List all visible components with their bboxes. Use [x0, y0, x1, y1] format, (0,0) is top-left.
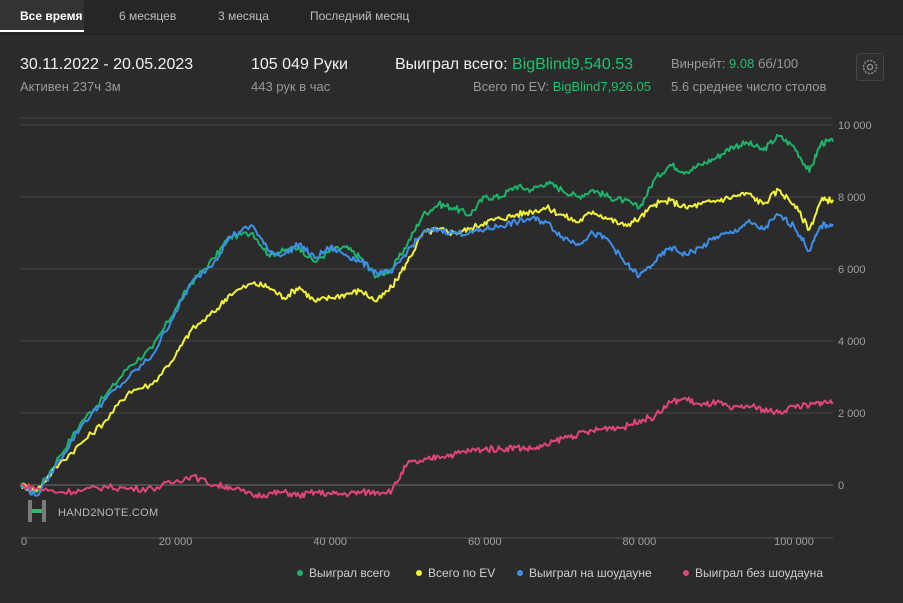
avg-tables: 5.6 среднее число столов [671, 79, 827, 94]
x-tick-label: 80 000 [623, 536, 657, 548]
watermark: HAND2NOTE.COM [28, 500, 158, 522]
series-line-2 [20, 187, 834, 493]
date-range: 30.11.2022 - 20.05.2023 [20, 56, 194, 73]
legend-dot-icon [416, 569, 422, 576]
tab-3-months[interactable]: 3 месяца [218, 9, 269, 23]
won-total-label: Выиграл всего: [395, 56, 508, 73]
ev-total: Всего по EV: BigBlind7,926.05 [473, 79, 651, 94]
legend-label: Всего по EV [428, 566, 496, 580]
tab-all-time[interactable]: Все время [0, 0, 84, 32]
series-line-3 [20, 212, 834, 497]
hands-count: 105 049 Руки [251, 56, 348, 73]
chart-series [20, 133, 834, 499]
chart-grid [21, 117, 833, 539]
x-axis-ticks: 0 20 000 40 000 60 000 80 000 100 000 [21, 536, 814, 548]
y-tick-label: 0 [838, 480, 844, 492]
series-line-1 [20, 133, 834, 494]
legend-label: Выиграл без шоудауна [695, 566, 823, 580]
y-tick-label: 8 000 [838, 192, 866, 204]
won-total-value: BigBlind9,540.53 [512, 56, 634, 73]
x-tick-label: 40 000 [313, 536, 347, 548]
tab-bar: Все время 6 месяцев 3 месяца Последний м… [0, 0, 903, 35]
series-line-4 [20, 396, 834, 499]
ev-label: Всего по EV: [473, 79, 550, 94]
x-tick-label: 0 [21, 536, 27, 548]
y-tick-label: 4 000 [838, 336, 866, 348]
tab-last-month[interactable]: Последний месяц [310, 9, 410, 23]
legend-item[interactable]: Всего по EV [416, 566, 495, 580]
x-tick-label: 20 000 [159, 536, 193, 548]
y-tick-label: 2 000 [838, 408, 866, 420]
active-time: Активен 237ч 3м [20, 79, 121, 94]
x-tick-label: 100 000 [774, 536, 814, 548]
gear-icon [862, 59, 878, 75]
y-axis-ticks: 0 2 000 4 000 6 000 8 000 10 000 [838, 120, 872, 492]
x-tick-label: 60 000 [468, 536, 502, 548]
y-tick-label: 6 000 [838, 264, 866, 276]
legend-label: Выиграл на шоудауне [529, 566, 652, 580]
watermark-text: HAND2NOTE.COM [58, 507, 158, 519]
hand2note-logo-icon [28, 500, 46, 522]
legend-item[interactable]: Выиграл на шоудауне [517, 566, 652, 580]
y-tick-label: 10 000 [838, 120, 872, 132]
winrate-label: Винрейт: [671, 56, 726, 71]
legend-dot-icon [297, 569, 303, 576]
tab-6-months[interactable]: 6 месяцев [119, 9, 177, 23]
legend-dot-icon [683, 569, 689, 576]
won-total: Выиграл всего: BigBlind9,540.53 [395, 56, 633, 74]
legend-item[interactable]: Выиграл без шоудауна [683, 566, 823, 580]
legend-label: Выиграл всего [309, 566, 391, 580]
ev-value: BigBlind7,926.05 [552, 79, 651, 94]
winrate-value: 9.08 [729, 56, 755, 71]
legend-dot-icon [517, 569, 523, 576]
winrate-unit: бб/100 [757, 56, 799, 71]
winrate: Винрейт: 9.08 бб/100 [671, 56, 798, 71]
settings-button[interactable] [856, 53, 884, 81]
hands-per-hour: 443 рук в час [251, 79, 331, 94]
legend-item[interactable]: Выиграл всего [297, 566, 390, 580]
